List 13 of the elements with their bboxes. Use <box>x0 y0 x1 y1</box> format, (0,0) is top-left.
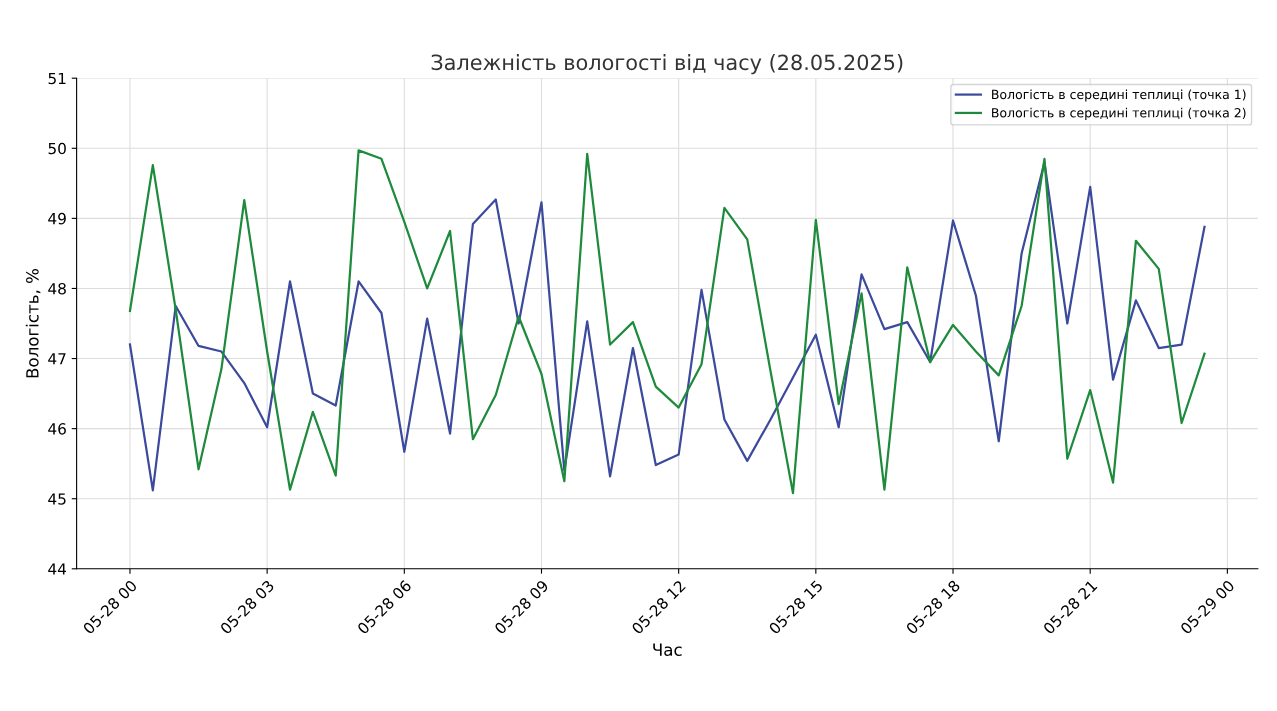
chart-title: Залежність вологості від часу (28.05.2025) <box>431 54 903 75</box>
y-tick-label: 47 <box>48 353 66 365</box>
y-tick-label: 44 <box>48 563 67 575</box>
y-tick-label: 51 <box>48 72 66 85</box>
legend-label: Вологість в середині теплиці (точка 1) <box>992 89 1246 102</box>
y-tick-label: 50 <box>48 142 66 155</box>
y-tick-label: 48 <box>48 282 66 295</box>
y-axis-title: Вологість, % <box>25 268 41 378</box>
y-tick-label: 45 <box>48 493 66 505</box>
y-tick-label: 46 <box>48 423 66 435</box>
y-tick-label: 49 <box>48 212 66 225</box>
legend-label: Вологість в середині теплиці (точка 2) <box>992 107 1246 120</box>
x-axis-title: Час <box>653 643 682 657</box>
